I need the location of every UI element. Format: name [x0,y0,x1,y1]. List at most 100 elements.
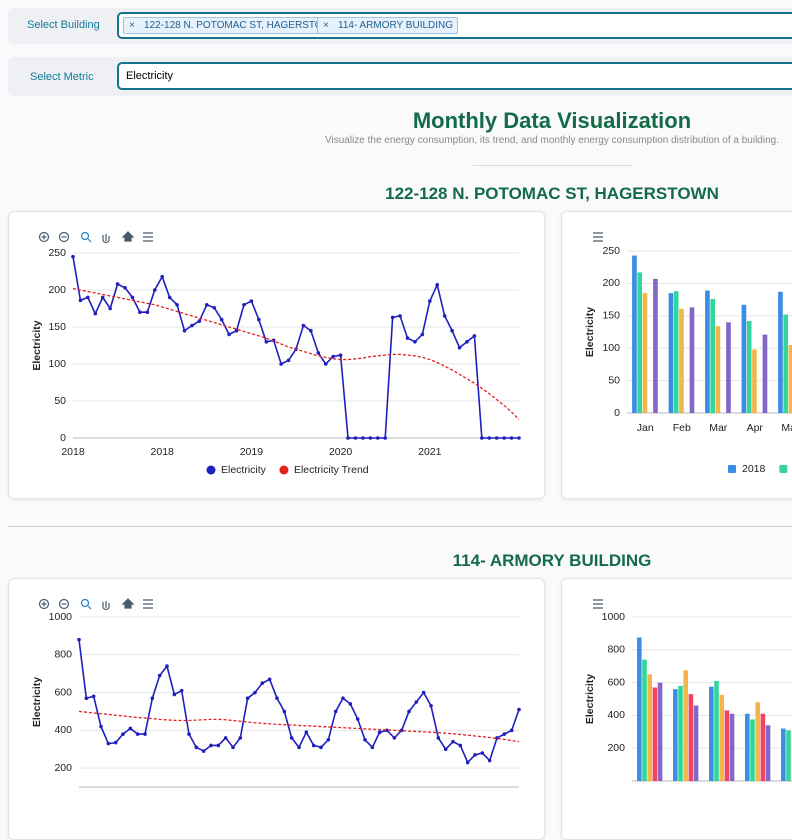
bar [752,349,757,413]
point [253,691,257,695]
bar [745,714,750,781]
bar [750,720,755,782]
bar [637,272,642,413]
point [94,312,98,316]
point [212,306,216,310]
point [398,314,402,318]
point [413,340,417,344]
point [503,732,507,736]
zoom-out-icon[interactable] [60,233,69,242]
y-tick-label: 200 [48,284,66,296]
legend-label: Electricity [221,464,267,476]
point [473,753,477,757]
zoom-out-icon[interactable] [60,600,69,609]
menu-icon[interactable] [593,233,603,241]
bar [694,706,699,781]
point [391,316,395,320]
point [108,307,112,311]
menu-icon[interactable] [593,600,603,608]
point [168,296,172,300]
point [264,340,268,344]
pan-icon[interactable] [103,234,109,243]
point [510,729,514,733]
menu-icon[interactable] [143,233,153,241]
y-tick-label: 250 [48,247,66,259]
bar [716,326,721,413]
point [261,681,265,685]
bar [747,321,752,413]
x-tick-label: May [781,422,792,434]
point [136,732,140,736]
point [346,436,350,440]
point [242,303,246,307]
bar [789,345,792,413]
point [173,693,177,697]
zoom-in-icon[interactable] [40,600,49,609]
point [383,436,387,440]
x-tick-label: 2018 [151,446,175,458]
bar [726,322,731,413]
point [121,732,125,736]
point [487,436,491,440]
page: Select Building 122-128 N. POTOMAC ST, H… [0,0,792,792]
chart: Electricity2004006008001000ElectricityEl… [31,611,521,792]
y-tick-label: 150 [602,310,620,322]
point [324,362,328,366]
point [246,696,250,700]
series-line [73,289,519,420]
point [195,746,199,750]
home-icon[interactable] [123,599,133,608]
zoom-in-icon[interactable] [40,233,49,242]
x-tick-label: Feb [673,422,691,434]
x-tick-label: 2020 [329,446,353,458]
y-tick-label: 1000 [602,611,626,623]
y-axis-title: Electricity [584,674,596,724]
bar [766,725,771,781]
bar [730,714,735,781]
bar [679,309,684,413]
point [116,282,120,286]
bar [719,695,724,781]
bar [783,315,788,413]
point [239,736,243,740]
point [422,691,426,695]
home-icon[interactable] [123,232,133,241]
point [99,725,103,729]
point [327,738,331,742]
point [268,678,272,682]
legend-swatch [728,465,736,473]
point [71,255,75,259]
zoom-icon[interactable] [82,600,92,610]
y-tick-label: 50 [54,395,66,407]
zoom-icon[interactable] [82,233,92,243]
point [187,732,191,736]
y-tick-label: 1000 [49,611,73,623]
point [319,746,323,750]
point [209,744,213,748]
point [488,759,492,763]
menu-icon[interactable] [143,600,153,608]
y-tick-label: 400 [607,709,625,721]
point [349,702,353,706]
point [202,749,206,753]
point [158,674,162,678]
point [466,761,470,765]
y-tick-label: 600 [607,676,625,688]
point [205,303,209,307]
bar [705,291,710,413]
bar [778,292,783,413]
point [305,730,309,734]
point [231,746,235,750]
pan-icon[interactable] [103,601,109,610]
bar [761,714,766,781]
point [517,708,521,712]
point [428,299,432,303]
point [437,736,441,740]
point [429,704,433,708]
legend-label: Electricity Trend [294,464,369,476]
point [331,355,335,359]
point [312,744,316,748]
point [220,318,224,322]
chart: Electricity20040060080010002018201920202… [584,611,792,792]
point [435,283,439,287]
